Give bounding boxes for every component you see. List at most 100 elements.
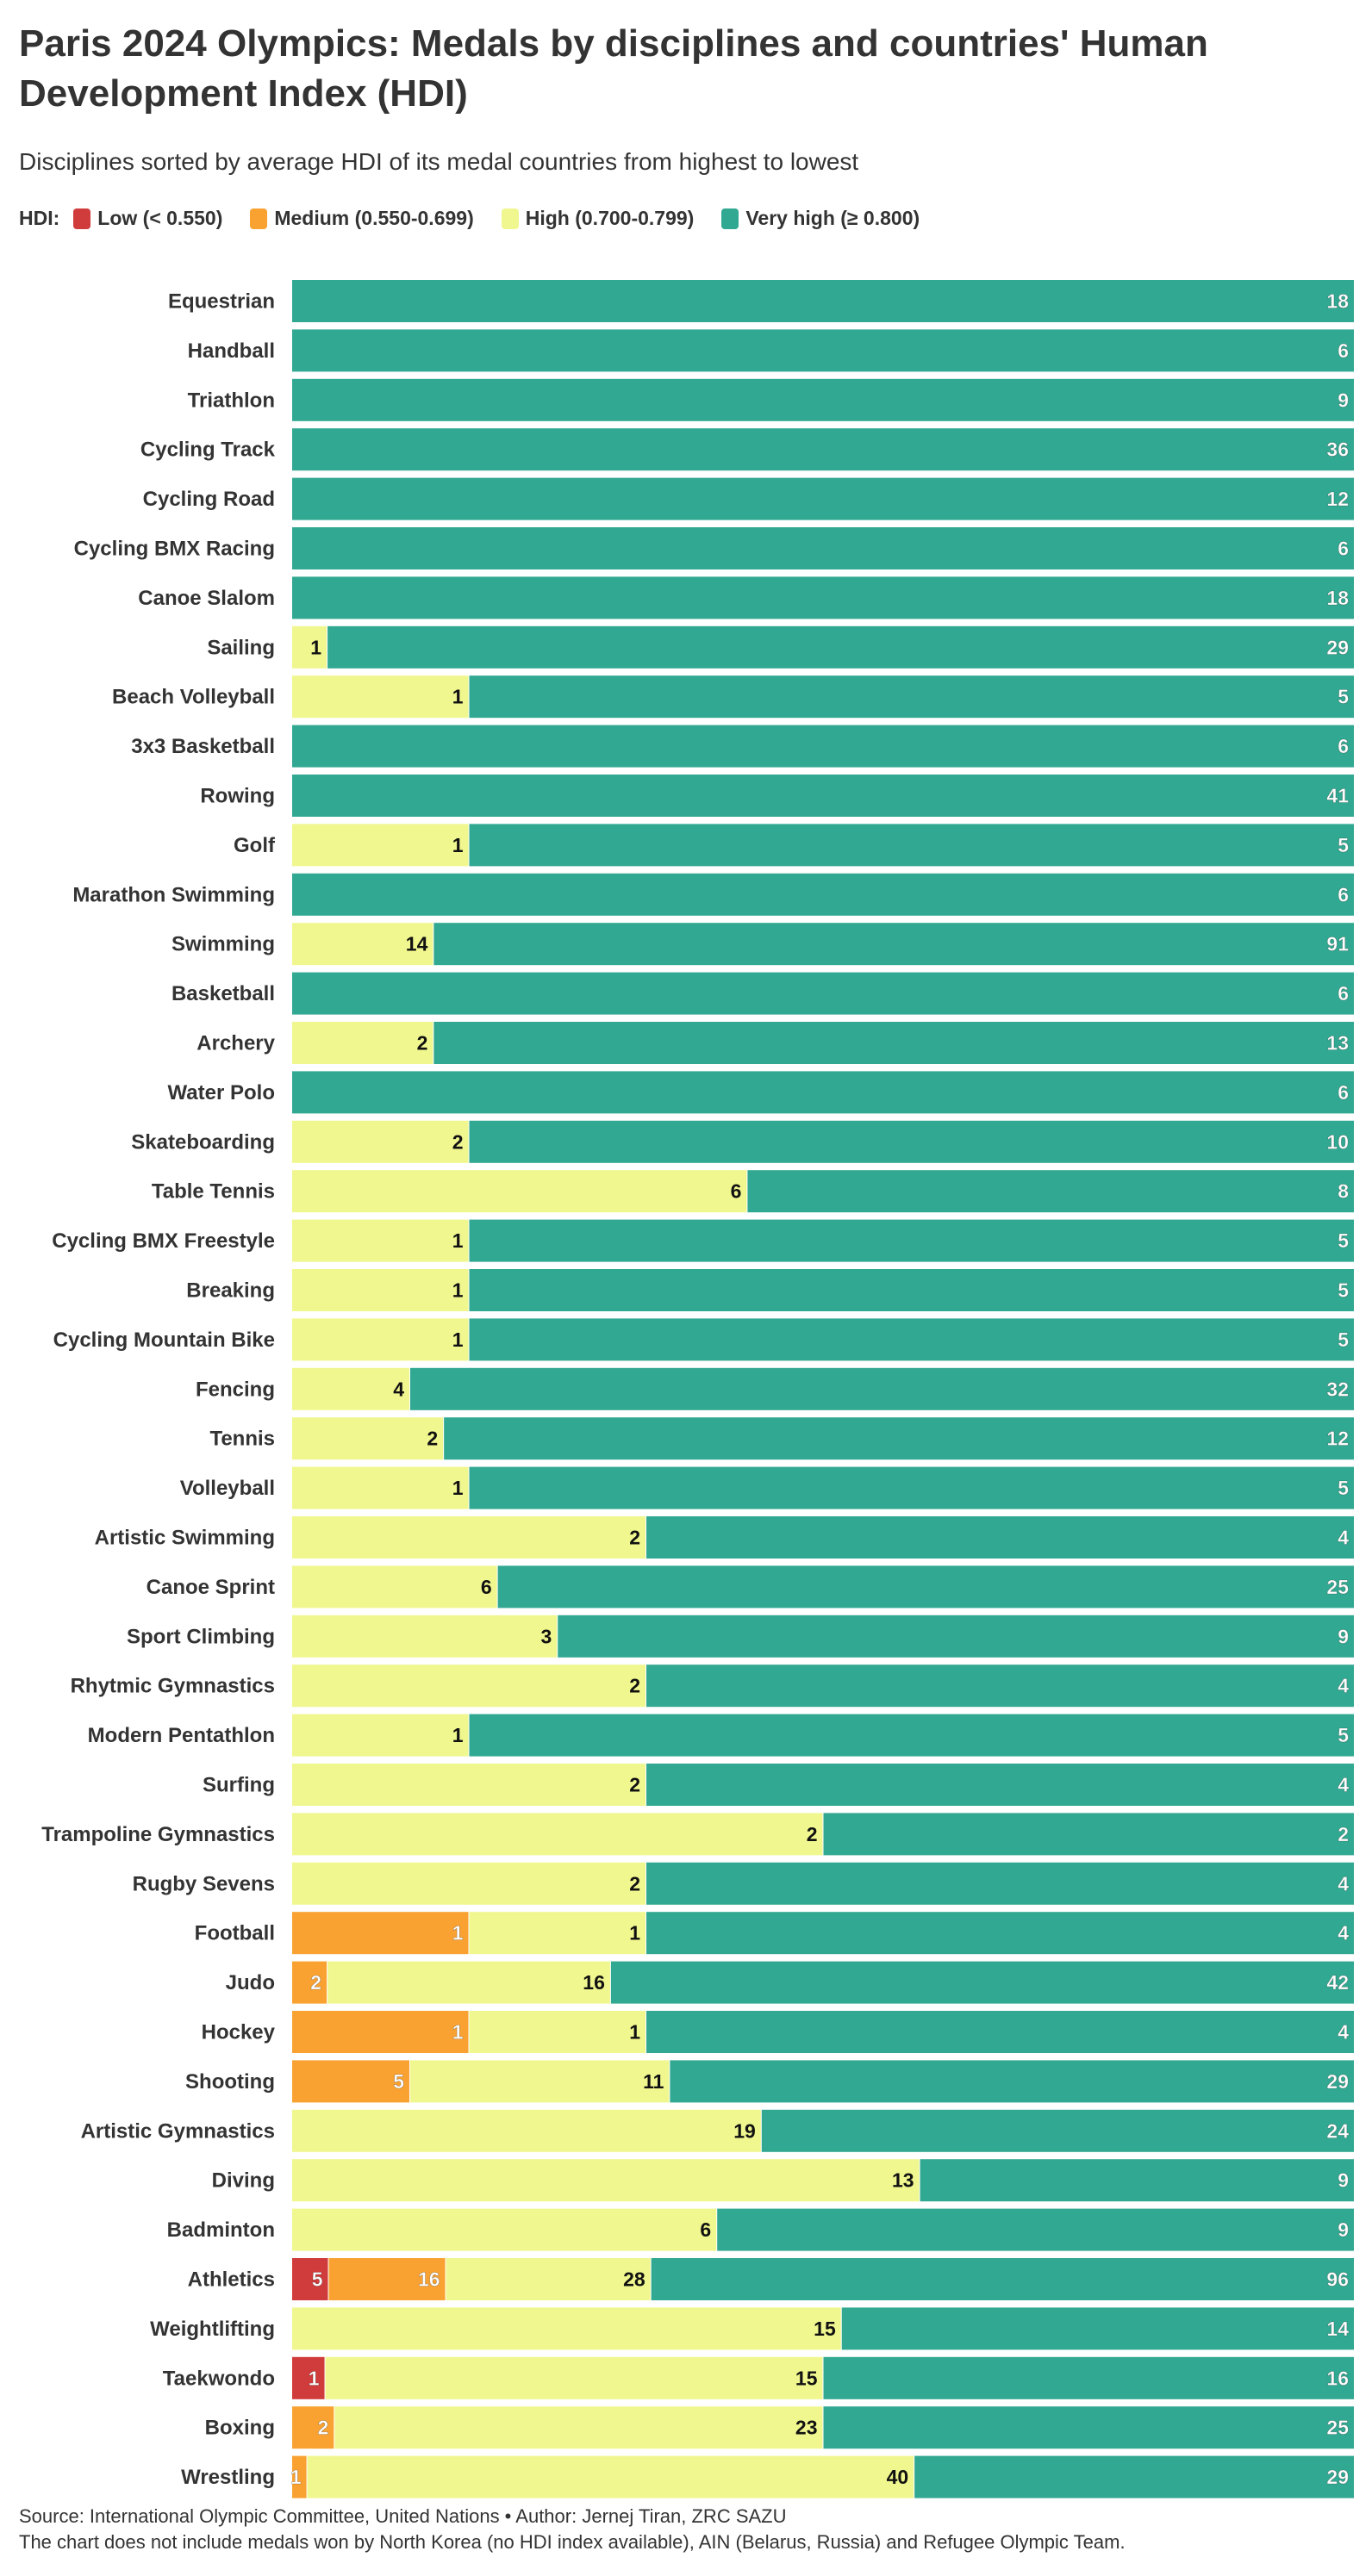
bar-segment-very-high-triathlon[interactable] <box>292 378 1354 421</box>
bar-segment-high-surfing[interactable] <box>292 1764 645 1806</box>
bar-segment-very-high-artistic-swimming[interactable] <box>646 1516 1354 1559</box>
bar-segment-high-beach-volleyball[interactable] <box>292 675 469 719</box>
bar-segment-very-high-golf[interactable] <box>469 824 1355 867</box>
bar-segment-very-high-fencing[interactable] <box>410 1367 1354 1410</box>
legend-item-medium[interactable]: Medium (0.550-0.699) <box>250 207 474 230</box>
bar-segment-high-cycling-bmx-freestyle[interactable] <box>292 1219 469 1262</box>
bar-segment-low-taekwondo[interactable] <box>292 2356 325 2399</box>
bar-segment-very-high-water-polo[interactable] <box>292 1071 1354 1114</box>
bar-segment-high-table-tennis[interactable] <box>292 1170 747 1213</box>
bar-segment-very-high-3x3-basketball[interactable] <box>292 725 1354 768</box>
bar-segment-medium-hockey[interactable] <box>292 2011 469 2053</box>
bar-segment-high-hockey[interactable] <box>469 2011 646 2053</box>
bar-segment-high-weightlifting[interactable] <box>292 2307 841 2350</box>
bar-segment-very-high-cycling-road[interactable] <box>292 477 1354 520</box>
bar-segment-high-taekwondo[interactable] <box>325 2356 823 2399</box>
bar-segment-medium-football[interactable] <box>292 1912 469 1955</box>
bar-segment-very-high-equestrian[interactable] <box>292 280 1354 322</box>
bar-segment-very-high-swimming[interactable] <box>433 923 1354 966</box>
bar-segment-very-high-table-tennis[interactable] <box>747 1170 1354 1213</box>
data-label: 5 <box>312 2268 323 2291</box>
bar-segment-very-high-canoe-slalom[interactable] <box>292 576 1354 619</box>
bar-segment-very-high-tennis[interactable] <box>444 1417 1355 1460</box>
bar-segment-very-high-artistic-gymnastics[interactable] <box>761 2109 1354 2152</box>
bar-segment-high-trampoline-gymnastics[interactable] <box>292 1813 823 1856</box>
category-label: Skateboarding <box>131 1130 275 1154</box>
bar-segment-high-sport-climbing[interactable] <box>292 1615 558 1658</box>
bar-segment-very-high-archery[interactable] <box>433 1022 1354 1064</box>
legend-item-high[interactable]: High (0.700-0.799) <box>501 207 694 230</box>
bar-segment-high-wrestling[interactable] <box>307 2455 914 2498</box>
bar-segment-high-rhytmic-gymnastics[interactable] <box>292 1664 645 1708</box>
bar-segment-very-high-athletics[interactable] <box>651 2258 1354 2300</box>
bar-segment-high-modern-pentathlon[interactable] <box>292 1714 469 1757</box>
bar-segment-medium-boxing[interactable] <box>292 2406 334 2449</box>
category-label: Hockey <box>202 2021 276 2044</box>
bar-segment-very-high-weightlifting[interactable] <box>841 2307 1354 2350</box>
source-note: Source: International Olympic Committee,… <box>19 2505 787 2527</box>
bar-segment-very-high-sport-climbing[interactable] <box>558 1615 1354 1658</box>
data-label: 10 <box>1326 1130 1349 1153</box>
bar-segment-very-high-surfing[interactable] <box>646 1764 1354 1806</box>
bar-segment-very-high-trampoline-gymnastics[interactable] <box>823 1813 1355 1856</box>
data-label: 13 <box>1326 1032 1349 1055</box>
bar-segment-very-high-badminton[interactable] <box>717 2208 1354 2251</box>
bar-segment-medium-athletics[interactable] <box>328 2258 446 2300</box>
bar-segment-medium-wrestling[interactable] <box>292 2455 307 2498</box>
bar-segment-very-high-modern-pentathlon[interactable] <box>469 1714 1355 1757</box>
bar-segment-high-badminton[interactable] <box>292 2208 717 2251</box>
legend-item-low[interactable]: Low (< 0.550) <box>73 207 222 230</box>
bar-segment-high-sailing[interactable] <box>292 625 327 669</box>
bar-segment-very-high-cycling-mountain-bike[interactable] <box>469 1318 1355 1361</box>
bar-segment-very-high-hockey[interactable] <box>646 2011 1354 2053</box>
bar-segment-very-high-rugby-sevens[interactable] <box>646 1862 1354 1905</box>
bar-segment-very-high-rhytmic-gymnastics[interactable] <box>646 1664 1354 1708</box>
bar-segment-very-high-marathon-swimming[interactable] <box>292 873 1354 916</box>
bar-segment-very-high-rowing[interactable] <box>292 775 1354 817</box>
bar-segment-high-shooting[interactable] <box>410 2060 670 2103</box>
bar-segment-high-tennis[interactable] <box>292 1417 444 1460</box>
bar-segment-very-high-shooting[interactable] <box>670 2060 1354 2103</box>
bar-segment-high-judo[interactable] <box>327 1961 610 2004</box>
bar-segment-very-high-breaking[interactable] <box>469 1269 1355 1311</box>
bar-segment-high-artistic-swimming[interactable] <box>292 1516 645 1559</box>
bar-segment-very-high-wrestling[interactable] <box>914 2455 1354 2498</box>
data-label: 28 <box>623 2268 645 2291</box>
bar-segment-high-artistic-gymnastics[interactable] <box>292 2109 761 2152</box>
bar-segment-medium-shooting[interactable] <box>292 2060 409 2103</box>
bar-segment-low-athletics[interactable] <box>292 2258 328 2300</box>
bar-segment-very-high-cycling-bmx-racing[interactable] <box>292 527 1354 569</box>
bar-segment-very-high-sailing[interactable] <box>327 625 1355 669</box>
bar-segment-very-high-beach-volleyball[interactable] <box>469 675 1355 719</box>
bar-segment-high-rugby-sevens[interactable] <box>292 1862 645 1905</box>
bar-segment-very-high-canoe-sprint[interactable] <box>497 1565 1354 1608</box>
bar-segment-high-volleyball[interactable] <box>292 1466 469 1509</box>
bar-segment-very-high-cycling-track[interactable] <box>292 428 1354 471</box>
bar-segment-very-high-cycling-bmx-freestyle[interactable] <box>469 1219 1355 1262</box>
bar-segment-very-high-skateboarding[interactable] <box>469 1120 1355 1163</box>
bar-segment-high-football[interactable] <box>469 1912 646 1955</box>
bar-segment-very-high-taekwondo[interactable] <box>823 2356 1355 2399</box>
bar-segment-high-diving[interactable] <box>292 2159 920 2202</box>
bar-segment-high-cycling-mountain-bike[interactable] <box>292 1318 469 1361</box>
bar-segment-high-swimming[interactable] <box>292 923 433 966</box>
bar-segment-high-boxing[interactable] <box>334 2406 823 2449</box>
bar-segment-high-golf[interactable] <box>292 824 469 867</box>
bar-segment-very-high-diving[interactable] <box>920 2159 1354 2202</box>
bar-segment-very-high-basketball[interactable] <box>292 972 1354 1015</box>
bar-segment-high-archery[interactable] <box>292 1022 433 1064</box>
legend-item-very-high[interactable]: Very high (≥ 0.800) <box>721 207 920 230</box>
bar-segment-high-fencing[interactable] <box>292 1367 409 1410</box>
bar-segment-very-high-handball[interactable] <box>292 329 1354 372</box>
bar-segment-very-high-football[interactable] <box>646 1912 1354 1955</box>
bar-segment-high-canoe-sprint[interactable] <box>292 1565 497 1608</box>
data-label: 16 <box>418 2268 440 2291</box>
bar-segment-very-high-volleyball[interactable] <box>469 1466 1355 1509</box>
bar-segment-high-breaking[interactable] <box>292 1269 469 1311</box>
data-label: 2 <box>310 1971 321 1994</box>
bar-segment-high-athletics[interactable] <box>446 2258 651 2300</box>
bar-segment-very-high-boxing[interactable] <box>823 2406 1355 2449</box>
bar-segment-very-high-judo[interactable] <box>610 1961 1354 2004</box>
bar-segment-high-skateboarding[interactable] <box>292 1120 469 1163</box>
bar-segment-medium-judo[interactable] <box>292 1961 327 2004</box>
